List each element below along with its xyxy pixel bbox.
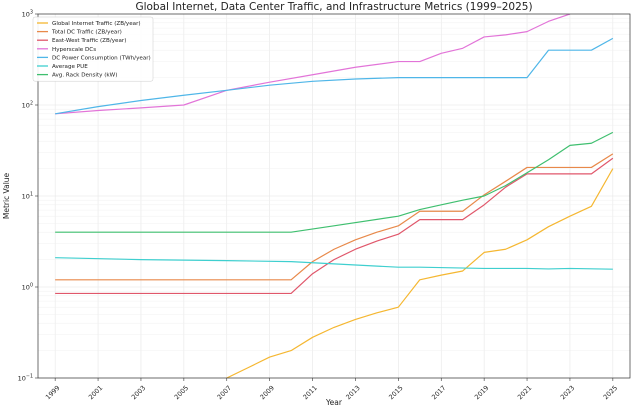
legend: Global Internet Traffic (ZB/year) Total D… [32, 16, 154, 82]
y-tick-label: 102 [22, 101, 33, 110]
y-axis-ticks: 10−1 100 101 102 103 [18, 10, 38, 383]
x-axis-label: Year [325, 398, 343, 407]
series-line-1 [226, 168, 614, 378]
series-line-3 [55, 157, 614, 295]
series-line-2 [55, 153, 614, 281]
legend-entry: Total DC Traffic (ZB/year) [51, 30, 122, 36]
legend-entry: Global Internet Traffic (ZB/year) [52, 21, 141, 27]
legend-box [32, 16, 154, 82]
x-tick-label: 2021 [516, 384, 533, 401]
x-tick-label: 2019 [473, 384, 490, 401]
y-tick-label: 103 [22, 10, 33, 19]
series-line-4 [55, 14, 571, 115]
y-tick-label: 10−1 [18, 374, 33, 383]
x-tick-label: 2003 [130, 384, 147, 401]
series-line-7 [55, 131, 614, 233]
x-tick-label: 2025 [602, 384, 619, 401]
x-tick-label: 2005 [173, 384, 190, 401]
legend-entry: Avg. Rack Density (kW) [52, 73, 117, 79]
x-tick-label: 2015 [387, 384, 404, 401]
x-tick-label: 2007 [216, 384, 233, 401]
y-axis-label: Metric Value [2, 172, 11, 219]
x-tick-label: 2011 [301, 384, 318, 401]
y-tick-label: 100 [22, 283, 33, 292]
x-tick-label: 1999 [44, 384, 61, 401]
x-tick-label: 2017 [430, 384, 447, 401]
series-line-6 [55, 257, 613, 270]
legend-entry: East-West Traffic (ZB/year) [52, 38, 126, 44]
x-tick-label: 2001 [87, 384, 104, 401]
chart-title: Global Internet, Data Center Traffic, an… [135, 1, 532, 13]
legend-entry: DC Power Consumption (TWh/year) [52, 55, 151, 61]
y-tick-label: 101 [22, 192, 33, 201]
x-tick-label: 2023 [559, 384, 576, 401]
x-tick-label: 2009 [259, 384, 276, 401]
series-lines [55, 14, 614, 378]
series-line-5 [55, 37, 614, 115]
legend-entry: Hyperscale DCs [52, 47, 96, 53]
legend-entry: Average PUE [52, 64, 88, 70]
x-tick-label: 2013 [344, 384, 361, 401]
